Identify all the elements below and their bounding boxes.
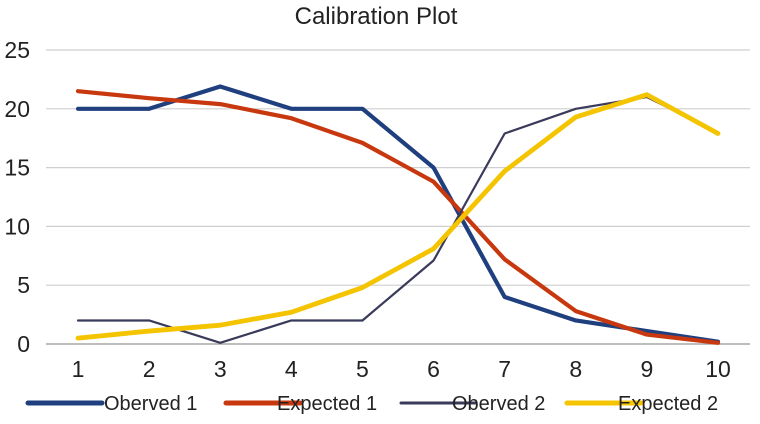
legend-label-expected-1: Expected 1 <box>277 393 377 415</box>
legend-label-expected-2: Expected 2 <box>618 393 718 415</box>
x-tick-label: 5 <box>356 356 369 382</box>
legend: Oberved 1 Expected 1 Oberved 2 Expected 2 <box>25 393 718 415</box>
y-tick-label: 0 <box>17 331 30 357</box>
x-tick-label: 7 <box>498 356 511 382</box>
x-tick-label: 4 <box>285 356 298 382</box>
x-tick-label: 2 <box>143 356 156 382</box>
x-tick-label: 1 <box>72 356 85 382</box>
y-tick-label: 5 <box>17 272 30 298</box>
x-tick-label: 3 <box>214 356 227 382</box>
chart-title: Calibration Plot <box>295 3 458 30</box>
series-layer <box>75 84 721 345</box>
x-tick-label: 8 <box>569 356 582 382</box>
legend-label-oberved-1: Oberved 1 <box>104 393 197 415</box>
series-line-oberved-1 <box>75 84 721 344</box>
y-tick-label: 25 <box>4 37 30 63</box>
series-line-oberved-2 <box>76 95 720 344</box>
y-tick-label: 15 <box>4 155 30 181</box>
legend-label-oberved-2: Oberved 2 <box>452 393 545 415</box>
y-tick-label: 10 <box>4 213 30 239</box>
axis-layer: 0 5 10 15 20 25 1 2 3 4 5 6 7 8 9 10 <box>4 37 730 382</box>
x-tick-label: 6 <box>427 356 440 382</box>
x-tick-label: 9 <box>640 356 653 382</box>
x-tick-label: 10 <box>705 356 731 382</box>
series-line-expected-1 <box>75 89 721 345</box>
series-line-expected-2 <box>75 92 721 341</box>
y-tick-label: 20 <box>4 96 30 122</box>
grid-layer <box>46 49 750 345</box>
